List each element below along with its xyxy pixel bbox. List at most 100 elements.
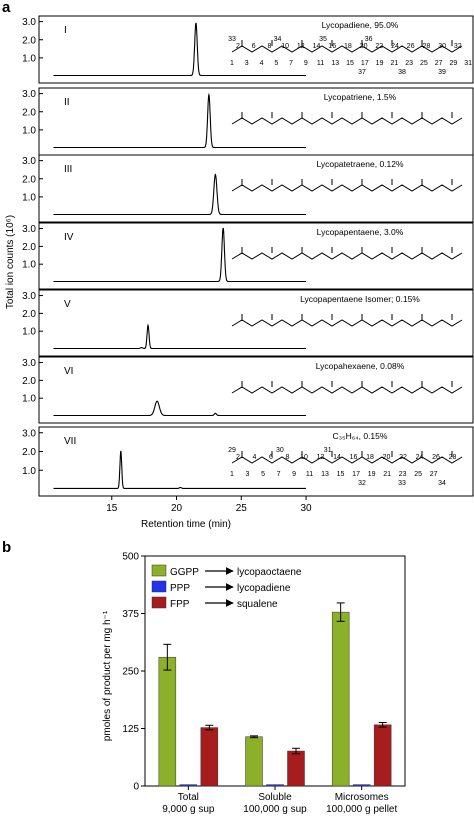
trace-roman-label: II [64,97,70,108]
atom-number: 11 [306,471,313,478]
atom-number: 21 [390,60,398,67]
atom-number: 39 [438,69,446,76]
trace-panel: 1.0 2.0 3.0 I Lycopadiene, 95.0% [22,15,474,84]
atom-number: 22 [375,43,383,50]
trace-panel: 1.0 2.0 3.0 III Lycopatetraene, 0.12% [22,154,474,223]
atom-number: 3 [245,60,249,67]
molecule-structure [231,184,463,192]
x-tick-label: 9,000 g sup [162,804,215,815]
y-tick-label: 1.0 [22,260,36,271]
atom-number: 32 [358,480,366,487]
atom-number: 1 [230,471,234,478]
atom-number: 25 [420,60,428,67]
trace-compound-label: Lycopahexaene, 0.08% [316,361,405,371]
y-tick-label: 2.0 [22,309,36,320]
y-tick-label: 2.0 [22,242,36,253]
atom-number: 26 [407,43,415,50]
y-tick-label: 2.0 [22,107,36,118]
trace-compound-label: Lycopapentaene Isomer; 0.15% [300,294,420,304]
atom-number: 31 [324,447,332,454]
trace-frame [38,154,474,223]
trace-panel: 1.0 2.0 3.0 IV Lycopapentaene, 3.0% [22,222,474,290]
y-tick-label: 1.0 [22,394,36,405]
panel-a-xlabel: Retention time (min) [141,519,231,530]
atom-number: 29 [228,447,236,454]
trace-panel: 1.0 2.0 3.0 V Lycopapentaene Isomer; 0.15% [22,289,474,357]
numbering-lycopadiene: 33 34 35 362 6 8 10 12 14 16 18 20 22 24 26 28 30 321 3 4 5 7… [228,36,472,76]
atom-number: 35 [319,36,327,43]
bar [179,784,198,787]
atom-number: 36 [365,36,373,43]
trace-panel: 1.0 2.0 3.0 VI Lycopahexaene, 0.08% [22,356,474,424]
atom-number: 38 [398,69,406,76]
trace-compound-label: Lycopatetraene, 0.12% [316,159,404,169]
atom-number: 14 [333,454,341,461]
atom-number: 9 [304,60,308,67]
atom-number: 10 [300,454,308,461]
legend-swatch [151,564,167,577]
atom-number: 18 [344,43,352,50]
atom-number: 20 [383,454,391,461]
x-tick-label: 100,000 g pellet [326,804,397,815]
atom-number: 30 [276,447,284,454]
trace-roman-label: VI [64,366,73,377]
legend-swatch [151,580,167,593]
trace-frame [38,426,474,497]
x-tick-label: Total [178,792,199,803]
atom-number: 17 [352,471,360,478]
y-tick-label: 2.0 [22,447,36,458]
y-tick-label: 3.0 [22,17,36,28]
atom-number: 27 [435,60,443,67]
y-tick-label: 2.0 [22,35,36,46]
atom-number: 15 [346,60,354,67]
atom-number: 2 [236,43,240,50]
atom-number: 18 [366,454,374,461]
panel-b-ylabel: pmoles of product per mg h⁻¹ [102,610,113,741]
x-tick-label: Microsomes [335,792,389,803]
chromatogram-line [53,323,306,350]
legend-from-label: GGPP [170,567,199,578]
atom-number: 4 [253,454,257,461]
atom-number: 11 [317,60,324,67]
y-tick-label: 1.0 [22,466,36,477]
atom-number: 29 [449,60,457,67]
atom-number: 26 [432,454,440,461]
molecule-structure [231,117,463,125]
atom-number: 27 [430,471,438,478]
molecule-structure [231,45,463,53]
panel-a-x-axis: 15 20 25 30 [106,496,312,514]
trace-roman-label: VII [64,436,76,447]
atom-number: 13 [321,471,329,478]
x-tick-label: Soluble [258,792,292,803]
trace-frame [38,15,474,84]
x-tick-label: 30 [300,503,312,514]
chromatogram-line [53,173,306,216]
atom-number: 15 [337,471,345,478]
atom-number: 32 [454,43,462,50]
atom-number: 8 [286,454,290,461]
chromatogram-line [53,400,306,417]
trace-roman-label: V [64,299,71,310]
trace-frame [38,356,474,424]
atom-number: 33 [398,480,406,487]
panel-a-traces: 1.0 2.0 3.0 I Lycopadiene, 95.0% 1.0 2.0 3.0 II L… [22,15,474,497]
atom-number: 3 [246,471,250,478]
legend-to-label: squalene [237,599,278,610]
y-tick-label: 250 [122,667,139,678]
legend-to-label: lycopadiene [237,583,291,594]
y-tick-label: 2.0 [22,376,36,387]
atom-number: 6 [269,454,273,461]
y-tick-label: 3.0 [22,358,36,369]
y-tick-label: 1.0 [22,125,36,136]
atom-number: 5 [261,471,265,478]
atom-number: 1 [230,60,234,67]
panel-a-ylabel: Total ion counts (10⁶) [5,215,16,309]
atom-number: 24 [391,43,399,50]
y-tick-label: 3.0 [22,428,36,439]
x-tick-label: 15 [106,503,118,514]
atom-number: 24 [416,454,424,461]
atom-number: 28 [449,454,457,461]
atom-number: 37 [358,69,366,76]
atom-number: 19 [376,60,384,67]
